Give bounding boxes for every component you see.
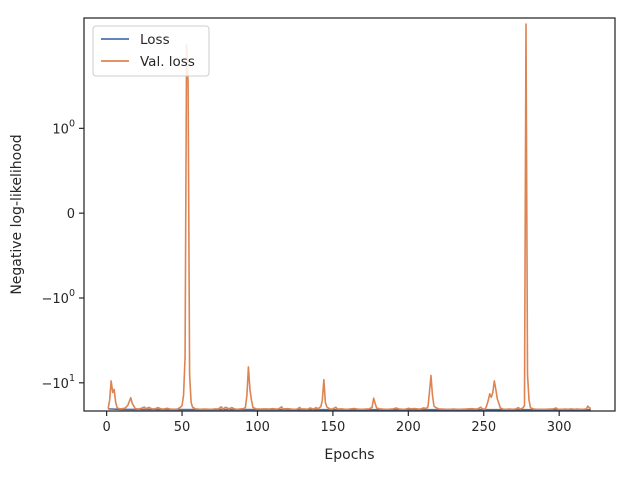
series-layer — [107, 23, 591, 411]
legend: Loss Val. loss — [92, 25, 210, 77]
x-tick-label: 300 — [547, 420, 572, 435]
y-tick-label: −101 — [42, 373, 75, 392]
x-tick-label: 100 — [245, 420, 270, 435]
x-tick-label: 0 — [102, 420, 110, 435]
legend-label: Loss — [140, 32, 170, 48]
x-tick-label: 200 — [396, 420, 421, 435]
y-tick-label: 0 — [67, 207, 75, 222]
y-tick-base: 10 — [52, 122, 69, 137]
y-tick-exponent: 0 — [69, 118, 75, 129]
y-tick-exponent: 1 — [69, 373, 75, 384]
y-tick-exponent: 0 — [69, 288, 75, 299]
x-tick-label: 150 — [320, 420, 345, 435]
y-tick-base: −10 — [42, 377, 69, 392]
series-line-val-loss — [107, 23, 591, 411]
x-axis-ticks: 0 50 100 150 200 250 300 — [102, 411, 572, 435]
y-tick-label: 100 — [52, 118, 75, 137]
x-axis-label: Epochs — [324, 447, 374, 463]
y-tick-base: −10 — [42, 292, 69, 307]
y-tick-label: −100 — [42, 288, 75, 307]
plot-area-frame — [83, 17, 616, 412]
y-axis-label: Negative log-likelihood — [9, 134, 25, 294]
y-axis-label-group: Negative log-likelihood — [9, 134, 25, 294]
legend-label: Val. loss — [140, 54, 195, 70]
x-tick-label: 250 — [471, 420, 496, 435]
x-tick-label: 50 — [174, 420, 191, 435]
y-tick-base: 0 — [67, 207, 75, 222]
